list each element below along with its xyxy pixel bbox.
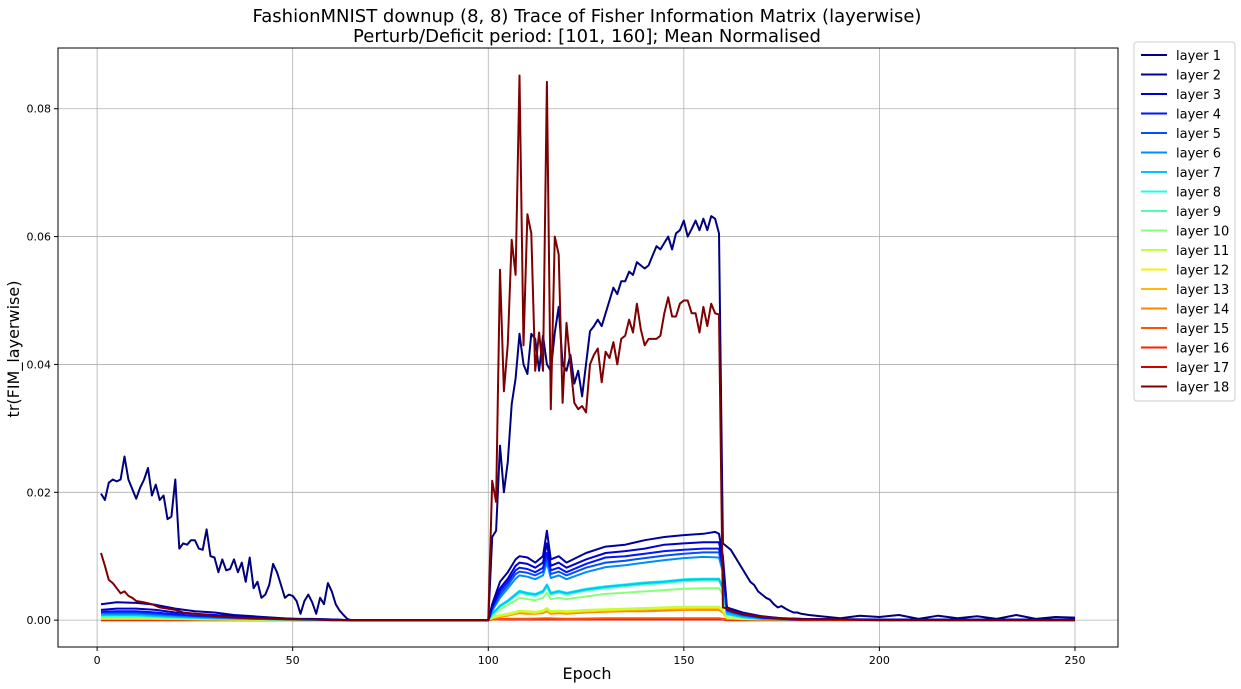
legend-label: layer 3	[1176, 88, 1221, 103]
legend-label: layer 10	[1176, 225, 1229, 240]
legend-label: layer 13	[1176, 283, 1229, 298]
legend: layer 1 layer 2 layer 3 layer 4 layer 5 layer…	[1133, 41, 1236, 402]
legend-label: layer 11	[1176, 244, 1229, 259]
legend-label: layer 1	[1176, 49, 1221, 64]
x-tick-label: 100	[478, 654, 499, 667]
chart-title: FashionMNIST downup (8, 8) Trace of Fish…	[253, 6, 922, 27]
legend-label: layer 18	[1176, 381, 1229, 396]
x-tick-label: 250	[1064, 654, 1085, 667]
legend-label: layer 14	[1176, 303, 1229, 318]
y-tick-label: 0.00	[27, 614, 52, 627]
legend-label: layer 17	[1176, 361, 1229, 376]
legend-label: layer 6	[1176, 147, 1221, 162]
series-line-layer-2	[100, 529, 1075, 622]
y-axis-label: tr(FIM_layerwise)	[4, 281, 24, 418]
series-line-layer-18	[100, 74, 1075, 622]
legend-label: layer 12	[1176, 264, 1229, 279]
legend-label: layer 8	[1176, 186, 1221, 201]
legend-label: layer 9	[1176, 205, 1221, 220]
x-tick-label: 50	[286, 654, 300, 667]
x-tick-label: 0	[94, 654, 101, 667]
legend-label: layer 15	[1176, 322, 1229, 337]
legend-label: layer 5	[1176, 127, 1221, 142]
y-tick-label: 0.02	[27, 486, 52, 499]
plot-frame	[57, 47, 1119, 648]
legend-label: layer 2	[1176, 69, 1221, 84]
legend-label: layer 16	[1176, 342, 1229, 357]
ticks: 0 50 100 150 200 250 0.00 0.02 0.04 0.06 0.08	[27, 103, 1086, 667]
x-tick-label: 150	[673, 654, 694, 667]
legend-label: layer 4	[1176, 108, 1221, 123]
x-tick-label: 200	[869, 654, 890, 667]
chart-subtitle: Perturb/Deficit period: [101, 160]; Mean…	[353, 26, 821, 47]
y-tick-label: 0.08	[27, 103, 52, 116]
y-tick-label: 0.06	[27, 231, 52, 244]
series-line-layer-1	[100, 215, 1076, 622]
legend-box	[1133, 41, 1236, 402]
x-axis-label: Epoch	[563, 664, 612, 683]
y-tick-label: 0.04	[27, 358, 52, 371]
legend-label: layer 7	[1176, 166, 1221, 181]
series-lines	[100, 74, 1076, 622]
